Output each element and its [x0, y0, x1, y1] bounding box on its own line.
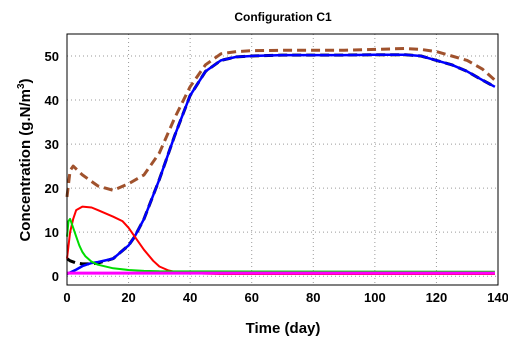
- series-line-5: [66, 217, 495, 273]
- x-tick-label: 140: [487, 290, 508, 305]
- x-tick-label: 80: [306, 290, 320, 305]
- plot-area: [65, 47, 496, 276]
- x-tick-label: 40: [183, 290, 197, 305]
- grid: [67, 34, 498, 285]
- chart-title: Configuration C1: [234, 10, 332, 24]
- x-axis-label: Time (day): [246, 320, 321, 337]
- x-tick-label: 60: [244, 290, 258, 305]
- y-tick-label: 30: [45, 137, 59, 152]
- x-tick-label: 20: [121, 290, 135, 305]
- y-tick-label: 20: [45, 181, 59, 196]
- x-tick-label: 120: [426, 290, 448, 305]
- y-axis-label-main: Concentration (g.N/m: [17, 89, 34, 242]
- y-tick-label: 0: [52, 269, 59, 284]
- axes-frame: [66, 33, 499, 286]
- x-tick-label: 100: [364, 290, 386, 305]
- y-axis-label-superscript: 3: [16, 83, 27, 89]
- series-line-3: [66, 53, 496, 276]
- y-tick-label: 40: [45, 93, 59, 108]
- tick-labels: 0 20 40 60 80 100 120 140 0 10 20 30 40 50: [45, 49, 508, 305]
- series-line-1: [65, 47, 496, 198]
- y-tick-label: 50: [45, 49, 59, 64]
- y-axis-label-close: ): [17, 78, 34, 83]
- y-tick-label: 10: [45, 225, 59, 240]
- y-axis-label: Concentration (g.N/m3): [16, 78, 34, 241]
- x-tick-label: 0: [63, 290, 70, 305]
